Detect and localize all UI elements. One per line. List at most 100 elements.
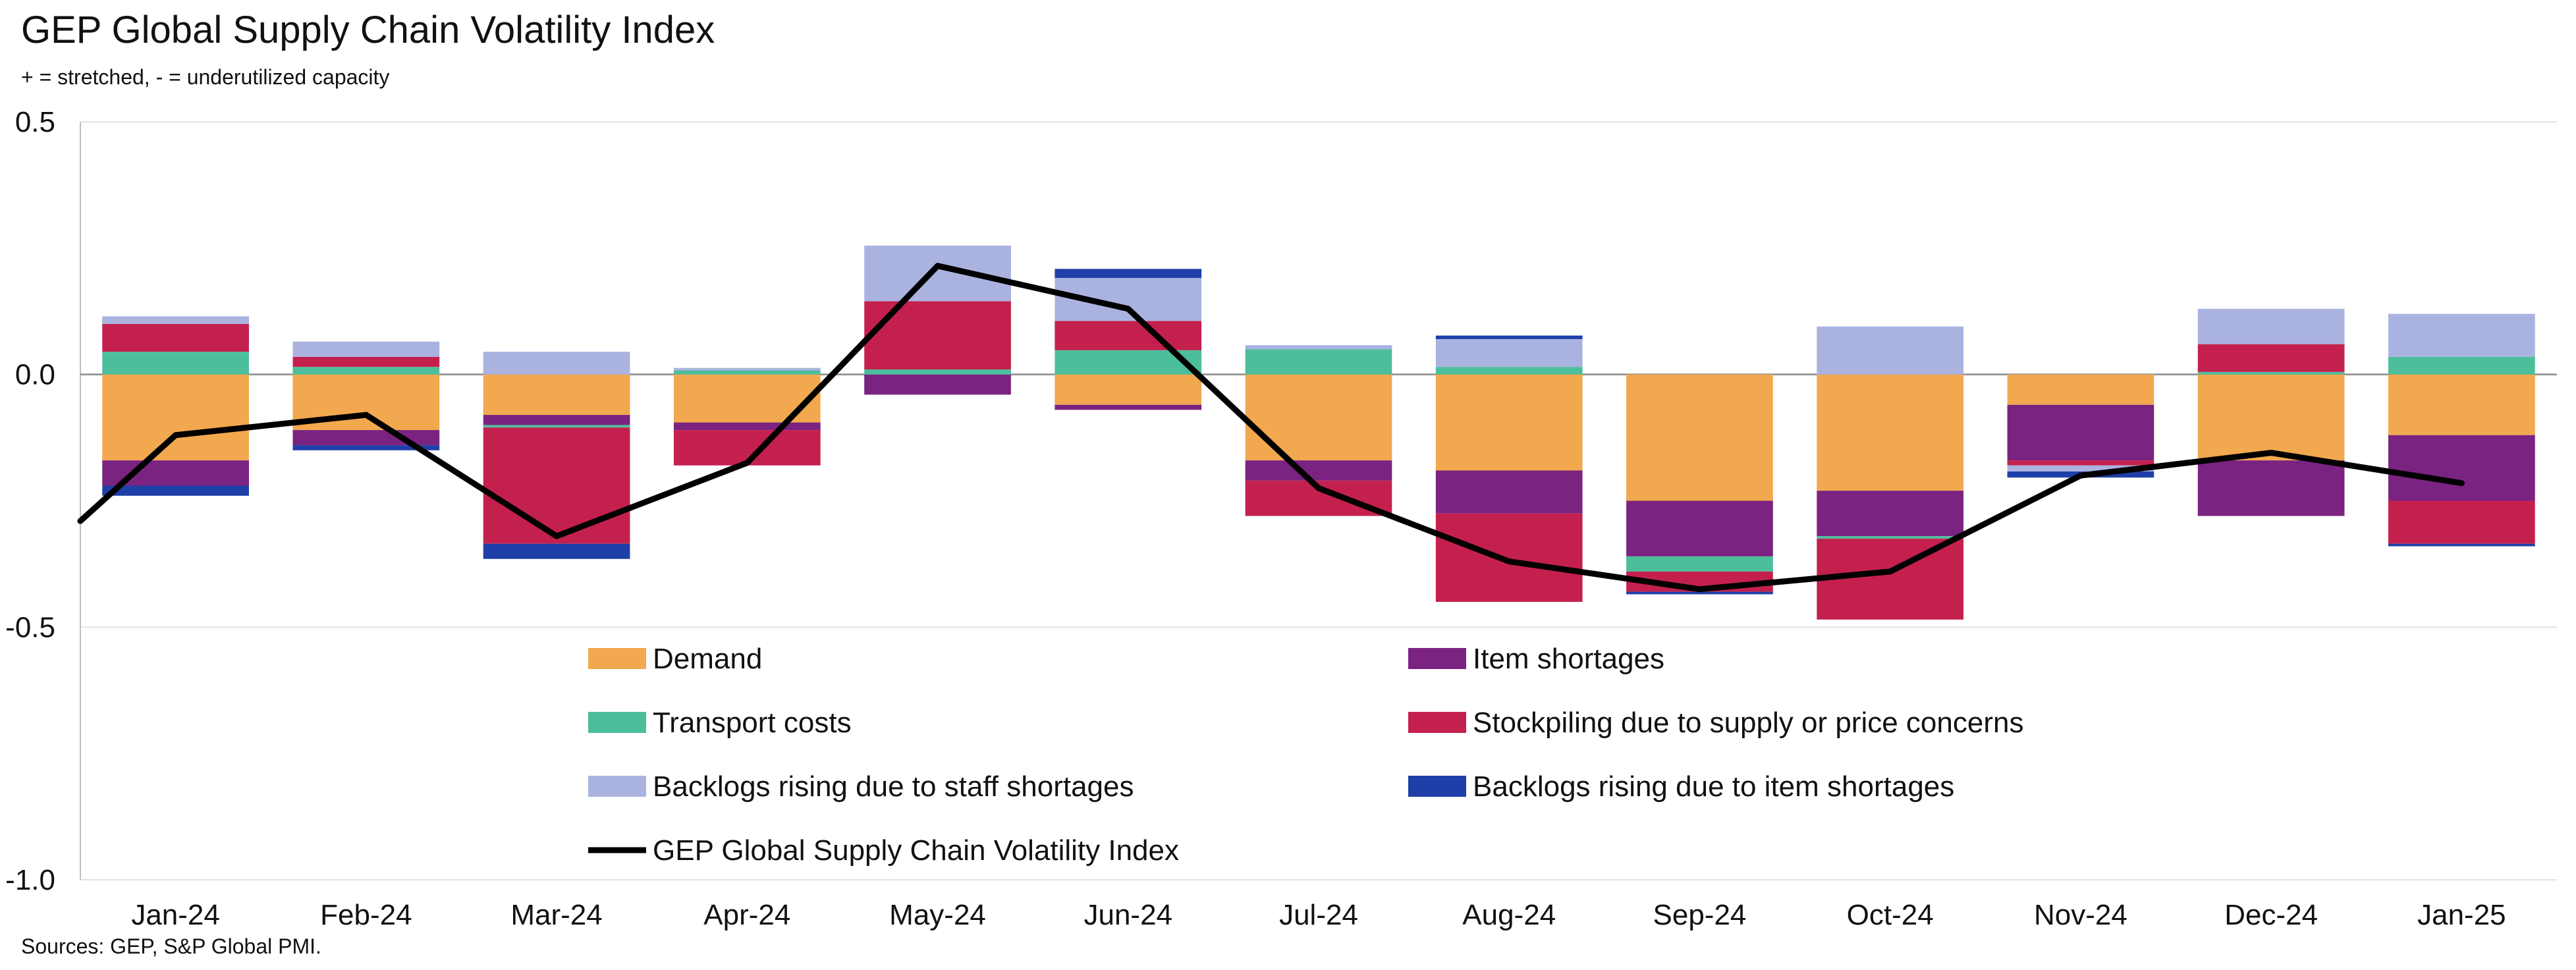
tick-labels: -1.0 -0.5 0.0 0.5 Jan-24 Feb-24 Mar-24 Apr-24 Ma…	[5, 106, 2506, 931]
bar-segment-backlogs_item	[483, 543, 630, 559]
legend-label: GEP Global Supply Chain Volatility Index	[653, 834, 1179, 867]
legend-label: Backlogs rising due to item shortages	[1473, 770, 1954, 803]
bar-segment-demand	[1435, 374, 1583, 471]
index-line	[77, 263, 2465, 593]
bar-segment-backlogs_staff	[292, 341, 440, 357]
bar-segment-item_shortages	[2007, 404, 2154, 461]
bar-segment-backlogs_item	[1626, 591, 1773, 595]
bar-segment-item_shortages	[864, 374, 1011, 395]
bar-segment-backlogs_staff	[864, 245, 1011, 302]
bar-segment-backlogs_staff	[102, 316, 249, 324]
x-tick-label: May-24	[889, 899, 986, 931]
bar-segment-backlogs_staff	[483, 352, 630, 375]
bar-segment-item_shortages	[1055, 404, 1202, 410]
index-line-layer	[77, 263, 2465, 593]
bar-segment-backlogs_item	[1435, 335, 1583, 339]
bar-segment-demand	[102, 374, 249, 461]
bar-segment-backlogs_staff	[1435, 338, 1583, 367]
bar-segment-transport_costs	[1817, 536, 1964, 539]
y-tick-label: 0.0	[15, 359, 55, 391]
x-tick-label: Sep-24	[1653, 899, 1747, 931]
bar-segment-transport_costs	[2197, 371, 2345, 375]
bar-segment-backlogs_staff	[2388, 313, 2535, 357]
y-tick-label: -0.5	[5, 611, 55, 643]
bar-segment-backlogs_staff	[1817, 326, 1964, 375]
bar-segment-stockpiling	[2197, 344, 2345, 372]
bar-segment-backlogs_staff	[2007, 465, 2154, 472]
bar-segment-item_shortages	[2197, 460, 2345, 516]
legend-label: Transport costs	[653, 707, 852, 739]
x-tick-label: Jan-25	[2417, 899, 2506, 931]
bar-segment-stockpiling	[102, 323, 249, 352]
bar-segment-item_shortages	[1817, 491, 1964, 537]
bar-segment-transport_costs	[1626, 556, 1773, 572]
bar-segment-transport_costs	[483, 425, 630, 428]
chart-title: GEP Global Supply Chain Volatility Index	[21, 9, 715, 51]
bar-segment-stockpiling	[864, 301, 1011, 369]
bar-segment-demand	[2388, 374, 2535, 435]
x-tick-label: Feb-24	[320, 899, 412, 931]
bar-segment-stockpiling	[1055, 321, 1202, 350]
x-tick-label: Apr-24	[703, 899, 790, 931]
legend-swatch	[1408, 648, 1466, 669]
bar-segment-backlogs_item	[102, 485, 249, 496]
legend-label: Stockpiling due to supply or price conce…	[1473, 707, 2023, 739]
bar-segment-item_shortages	[483, 415, 630, 425]
bar-segment-demand	[1626, 374, 1773, 501]
legend-swatch	[588, 648, 646, 669]
bar-segment-item_shortages	[673, 422, 821, 431]
x-tick-label: Jan-24	[131, 899, 220, 931]
bar-segment-demand	[483, 374, 630, 416]
y-tick-label: -1.0	[5, 864, 55, 896]
bar-segment-demand	[673, 374, 821, 423]
bar-segment-stockpiling	[2007, 460, 2154, 466]
bar-segment-demand	[1817, 374, 1964, 491]
gridlines	[80, 121, 2557, 880]
bar-segment-stockpiling	[292, 356, 440, 367]
x-tick-label: Oct-24	[1847, 899, 1934, 931]
bar-segment-item_shortages	[1435, 470, 1583, 514]
legend-swatch	[588, 776, 646, 797]
bar-segment-demand	[2197, 374, 2345, 461]
bar-segment-transport_costs	[102, 352, 249, 375]
x-tick-label: Jun-24	[1083, 899, 1172, 931]
legend-swatch	[588, 712, 646, 733]
bar-segment-demand	[1245, 374, 1392, 461]
bar-segment-backlogs_staff	[2197, 308, 2345, 344]
bar-segment-transport_costs	[864, 369, 1011, 375]
source-note: Sources: GEP, S&P Global PMI.	[21, 934, 321, 958]
x-tick-label: Jul-24	[1279, 899, 1358, 931]
bar-segment-backlogs_item	[1055, 269, 1202, 279]
bar-segment-transport_costs	[673, 370, 821, 375]
bar-segment-demand	[2007, 374, 2154, 405]
bar-segment-stockpiling	[483, 427, 630, 544]
bar-segment-item_shortages	[1626, 500, 1773, 556]
legend-swatch	[1408, 712, 1466, 733]
x-tick-label: Aug-24	[1462, 899, 1556, 931]
bar-segment-demand	[1055, 374, 1202, 405]
bar-segment-item_shortages	[2388, 435, 2535, 501]
x-tick-label: Mar-24	[510, 899, 602, 931]
legend: Demand Item shortages Transport costs Stock…	[588, 643, 2023, 867]
bar-segment-stockpiling	[1435, 513, 1583, 602]
legend-label: Backlogs rising due to staff shortages	[653, 770, 1134, 803]
bar-segment-backlogs_staff	[673, 367, 821, 371]
bar-segment-stockpiling	[2388, 500, 2535, 544]
y-tick-label: 0.5	[15, 106, 55, 138]
bar-segment-backlogs_item	[2388, 543, 2535, 547]
bar-segment-stockpiling	[1817, 539, 1964, 620]
bar-segment-transport_costs	[2388, 356, 2535, 375]
x-tick-label: Dec-24	[2224, 899, 2318, 931]
bar-segment-backlogs_item	[292, 445, 440, 450]
bar-segment-item_shortages	[1245, 460, 1392, 481]
legend-label: Demand	[653, 643, 762, 675]
bar-segment-backlogs_staff	[1245, 345, 1392, 350]
x-tick-label: Nov-24	[2034, 899, 2127, 931]
bar-segment-transport_costs	[292, 367, 440, 375]
bar-segment-transport_costs	[1245, 349, 1392, 375]
bars	[102, 245, 2535, 620]
legend-label: Item shortages	[1473, 643, 1664, 675]
bar-segment-transport_costs	[1435, 367, 1583, 375]
bar-segment-item_shortages	[292, 430, 440, 446]
